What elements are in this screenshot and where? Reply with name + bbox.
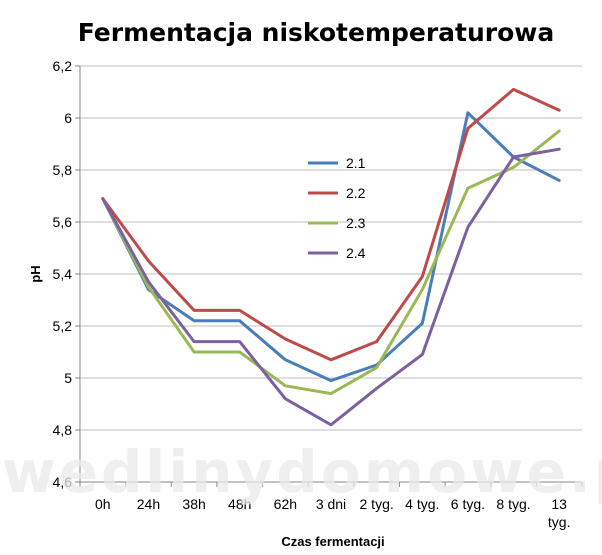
axes [79,66,583,487]
x-tick-label: 3 dni [316,496,346,512]
legend: 2.1 2.2 2.3 2.4 [308,155,366,261]
y-tick-label: 5,4 [53,266,73,282]
x-tick-label: 0h [95,496,111,512]
y-tick-labels: 4,6 4,8 5 5,2 5,4 5,6 5,8 6 6,2 [53,58,73,490]
x-tick-label: 48h [228,496,251,512]
chart-title: Fermentacja niskotemperaturowa [78,18,555,47]
series-line-2-1 [101,111,561,383]
x-tick-label: 8 tyg. [496,496,530,512]
y-tick-label: 6 [64,110,72,126]
series-line-2-3 [101,129,561,396]
x-tick-label: 24h [137,496,160,512]
legend-label: 2.2 [346,185,366,201]
x-tick-label: 13 tyg. [548,496,571,530]
x-axis-label: Czas fermentacji [281,534,384,549]
watermark: wedlinydomowe.pl [2,438,602,506]
y-tick-label: 5,8 [53,162,73,178]
y-tick-label: 5,6 [53,214,73,230]
y-tick-label: 6,2 [53,58,73,74]
x-tick-label: 4 tyg. [405,496,439,512]
series-lines [101,87,561,427]
legend-label: 2.1 [346,155,366,171]
y-axis-label: pH [28,265,43,282]
y-tick-label: 5 [64,370,72,386]
series-line-2-2 [101,87,561,362]
y-tick-label: 4,8 [53,422,73,438]
legend-label: 2.4 [346,245,366,261]
y-tick-label: 4,6 [53,474,73,490]
series-line-2-4 [101,147,561,427]
gridlines [75,65,582,483]
y-tick-label: 5,2 [53,318,73,334]
x-tick-label: 2 tyg. [360,496,394,512]
x-tick-label: 38h [182,496,205,512]
legend-label: 2.3 [346,215,366,231]
x-tick-labels: 0h 24h 38h 48h 62h 3 dni 2 tyg. 4 tyg. 6 tyg. 8 t… [95,496,570,530]
x-tick-label: 6 tyg. [451,496,485,512]
x-tick-label: 62h [274,496,297,512]
